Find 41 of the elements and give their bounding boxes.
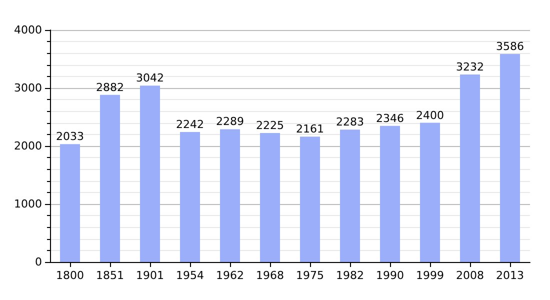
data-label: 3586 xyxy=(496,40,524,54)
data-label: 2882 xyxy=(96,80,124,94)
y-tick-label: 1000 xyxy=(14,198,42,210)
x-tick-label: 1990 xyxy=(376,269,404,282)
x-tick-label: 1800 xyxy=(56,269,84,282)
y-tick-label: 4000 xyxy=(14,24,42,36)
x-tick-label: 1982 xyxy=(336,269,364,282)
data-label: 2346 xyxy=(376,112,404,125)
bar xyxy=(220,129,240,262)
bar xyxy=(60,144,80,262)
bar xyxy=(260,132,280,262)
bar xyxy=(100,94,120,262)
bar xyxy=(420,122,440,262)
y-tick-label: 2000 xyxy=(14,140,42,152)
data-label: 2225 xyxy=(256,118,284,132)
data-label: 2161 xyxy=(296,122,324,136)
data-label: 3232 xyxy=(456,60,484,74)
bar xyxy=(500,54,520,262)
x-tick-label: 1851 xyxy=(96,269,124,282)
data-label: 2400 xyxy=(416,108,444,122)
data-label: 2242 xyxy=(176,118,204,131)
x-tick-label: 2013 xyxy=(496,269,524,282)
bar xyxy=(380,126,400,262)
bar xyxy=(180,132,200,262)
bar xyxy=(460,74,480,262)
x-tick-label: 2008 xyxy=(456,269,484,282)
bar xyxy=(140,86,160,262)
data-label: 2033 xyxy=(56,130,84,144)
y-tick-label: 0 xyxy=(35,256,42,268)
data-label: 3042 xyxy=(136,72,164,85)
x-tick-label: 1968 xyxy=(256,269,284,282)
data-label: 2289 xyxy=(216,115,244,128)
x-tick-label: 1975 xyxy=(296,269,324,282)
x-tick-label: 1999 xyxy=(416,269,444,282)
bar xyxy=(340,130,360,262)
y-tick-label: 3000 xyxy=(14,82,42,94)
bar xyxy=(300,136,320,262)
data-label: 2283 xyxy=(336,116,364,129)
x-tick-label: 1954 xyxy=(176,269,204,282)
x-tick-label: 1962 xyxy=(216,269,244,282)
x-tick-label: 1901 xyxy=(136,269,164,282)
